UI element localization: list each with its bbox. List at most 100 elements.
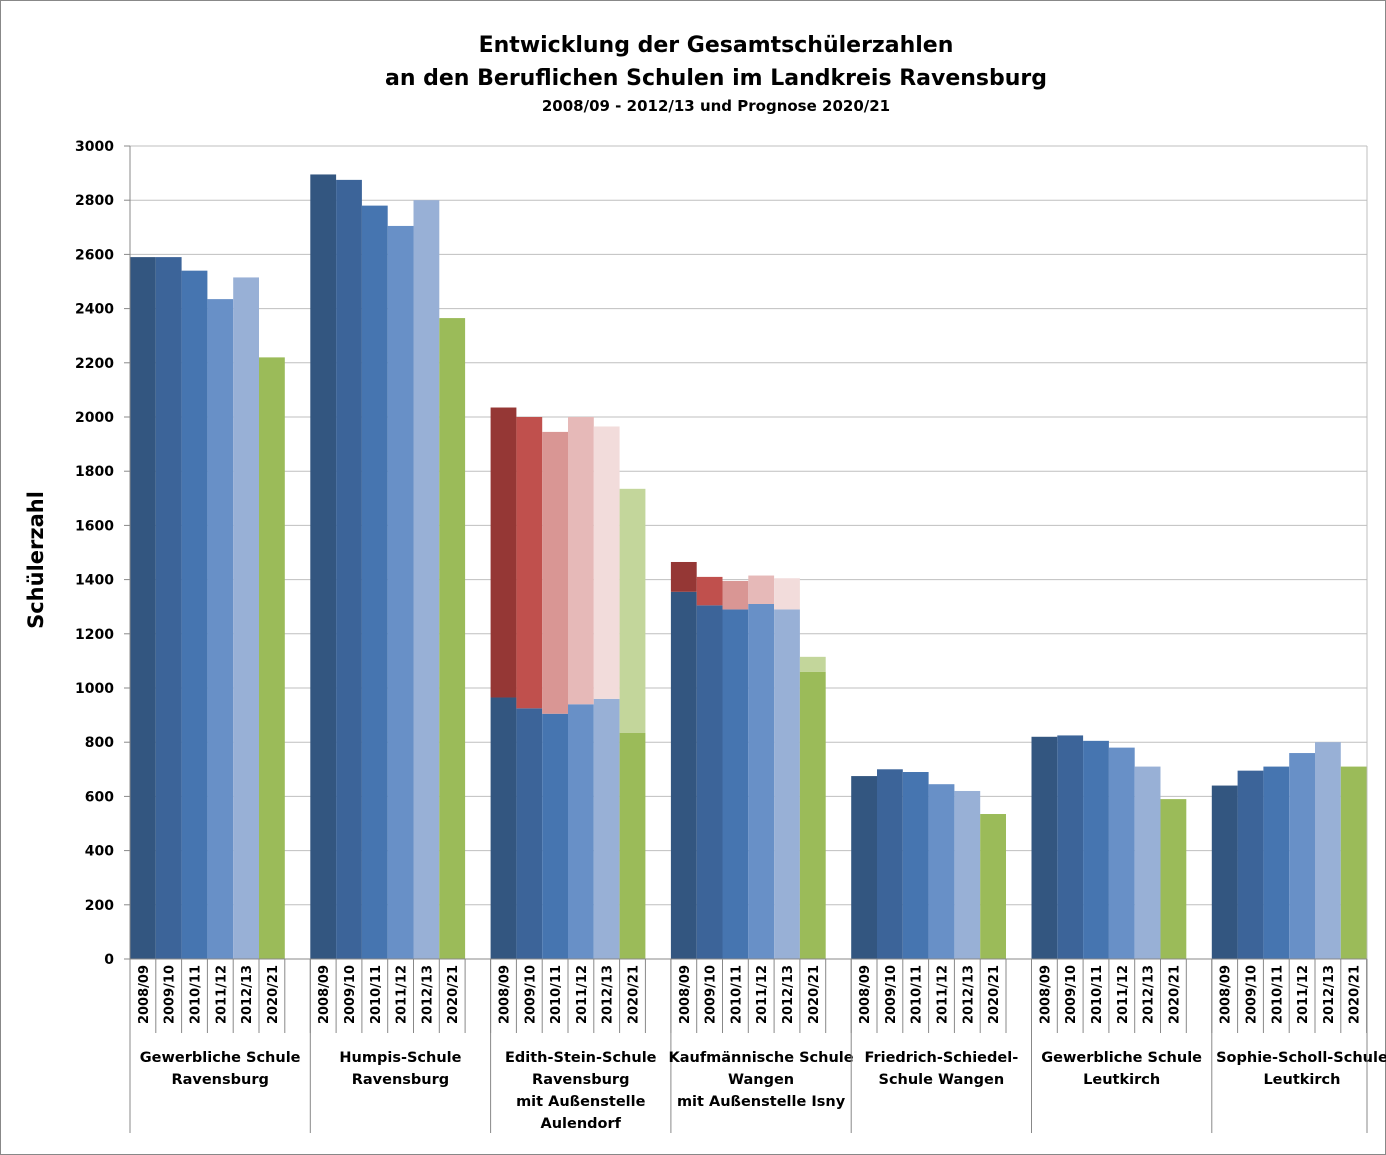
bar: [954, 790, 981, 959]
x-tick-label: 2012/13: [240, 965, 255, 1024]
bar: [928, 784, 955, 959]
x-tick-label: 2008/09: [678, 965, 693, 1024]
bar: [1134, 766, 1161, 959]
y-tick-label: 800: [85, 735, 114, 751]
x-tick-label: 2010/11: [369, 965, 384, 1024]
chart-title: Entwicklung der Gesamtschülerzahlen: [479, 33, 954, 58]
bar: [799, 671, 826, 959]
bar: [336, 179, 362, 959]
x-tick-label: 2011/12: [214, 965, 229, 1024]
bar: [542, 713, 568, 959]
x-tick-label: 2020/21: [446, 965, 461, 1024]
bar: [181, 270, 208, 959]
x-tick-label: 2020/21: [1348, 965, 1363, 1024]
group-label: Schule Wangen: [879, 1072, 1005, 1088]
y-tick-label: 1400: [75, 573, 114, 589]
bar: [259, 357, 285, 959]
y-tick-label: 400: [85, 844, 114, 860]
bar: [233, 277, 259, 959]
group-label: Wangen: [728, 1072, 794, 1088]
x-tick-label: 2012/13: [601, 965, 616, 1024]
y-tick-label: 2600: [75, 247, 114, 263]
group-label: Humpis-Schule: [339, 1050, 461, 1066]
x-tick-label: 2012/13: [961, 965, 976, 1024]
group-label: Leutkirch: [1083, 1072, 1160, 1088]
bar: [1340, 766, 1367, 959]
bar: [207, 299, 234, 959]
bar: [439, 318, 466, 960]
group-label: Leutkirch: [1263, 1072, 1340, 1088]
group-label: Friedrich-Schiedel-: [864, 1050, 1018, 1066]
y-tick-label: 1200: [75, 627, 114, 643]
bar-top-segment: [670, 561, 697, 592]
bar-top-segment: [568, 417, 594, 705]
x-tick-label: 2009/10: [163, 965, 178, 1024]
bar: [490, 697, 517, 959]
y-tick-label: 200: [85, 898, 114, 914]
x-tick-label: 2010/11: [729, 965, 744, 1024]
bar-top-segment: [542, 431, 568, 714]
bar-top-segment: [799, 656, 826, 672]
y-tick-label: 2800: [75, 193, 114, 209]
bar: [568, 704, 594, 959]
bar: [130, 257, 156, 959]
bar: [851, 776, 877, 959]
bar: [774, 609, 800, 959]
bar: [1108, 747, 1135, 959]
group-label: Kaufmännische Schule: [669, 1050, 854, 1066]
bar: [1263, 766, 1290, 959]
group-label: Aulendorf: [541, 1116, 622, 1132]
x-tick-label: 2008/09: [858, 965, 873, 1024]
group-label: Edith-Stein-Schule: [505, 1050, 657, 1066]
x-tick-label: 2010/11: [549, 965, 564, 1024]
bar-top-segment: [516, 417, 543, 709]
y-axis-label: Schülerzahl: [24, 491, 48, 629]
bar: [593, 698, 620, 959]
group-label: Sophie-Scholl-Schule: [1216, 1050, 1386, 1066]
chart-subtitle: 2008/09 - 2012/13 und Prognose 2020/21: [542, 97, 890, 115]
chart-title: an den Beruflichen Schulen im Landkreis …: [385, 66, 1047, 91]
bar-top-segment: [593, 426, 620, 699]
bar-top-segment: [619, 488, 646, 733]
x-tick-label: 2008/09: [317, 965, 332, 1024]
y-tick-label: 2400: [75, 302, 114, 318]
bar: [670, 591, 697, 959]
group-label: Ravensburg: [171, 1072, 268, 1088]
bar-top-segment: [748, 575, 775, 604]
bar: [516, 708, 543, 959]
bar: [1057, 735, 1084, 959]
x-tick-label: 2020/21: [807, 965, 822, 1024]
bar: [1237, 770, 1264, 959]
bar: [980, 814, 1006, 959]
x-tick-label: 2020/21: [266, 965, 281, 1024]
bar: [1160, 799, 1187, 959]
bar: [310, 174, 337, 959]
y-tick-label: 3000: [75, 139, 114, 155]
group-label: Ravensburg: [352, 1072, 449, 1088]
bar: [1083, 740, 1109, 959]
bar: [1211, 785, 1238, 959]
x-tick-label: 2010/11: [910, 965, 925, 1024]
x-tick-label: 2011/12: [1296, 965, 1311, 1024]
group-label: mit Außenstelle: [516, 1094, 646, 1110]
group-label: mit Außenstelle Isny: [677, 1094, 846, 1110]
x-tick-label: 2008/09: [137, 965, 152, 1024]
x-tick-label: 2009/10: [884, 965, 899, 1024]
y-tick-label: 600: [85, 789, 114, 805]
y-tick-label: 1000: [75, 681, 114, 697]
bar: [748, 603, 775, 959]
x-tick-label: 2020/21: [627, 965, 642, 1024]
x-tick-label: 2008/09: [498, 965, 513, 1024]
group-label: Ravensburg: [532, 1072, 629, 1088]
y-tick-label: 2000: [75, 410, 114, 426]
bar: [1031, 736, 1058, 959]
bar: [1315, 742, 1341, 959]
bar-top-segment: [722, 580, 749, 610]
x-tick-label: 2008/09: [1038, 965, 1053, 1024]
x-tick-label: 2010/11: [1270, 965, 1285, 1024]
x-tick-label: 2012/13: [781, 965, 796, 1024]
x-tick-label: 2009/10: [343, 965, 358, 1024]
group-label: Gewerbliche Schule: [140, 1050, 301, 1066]
x-tick-label: 2011/12: [1116, 965, 1131, 1024]
bar-top-segment: [490, 407, 517, 698]
